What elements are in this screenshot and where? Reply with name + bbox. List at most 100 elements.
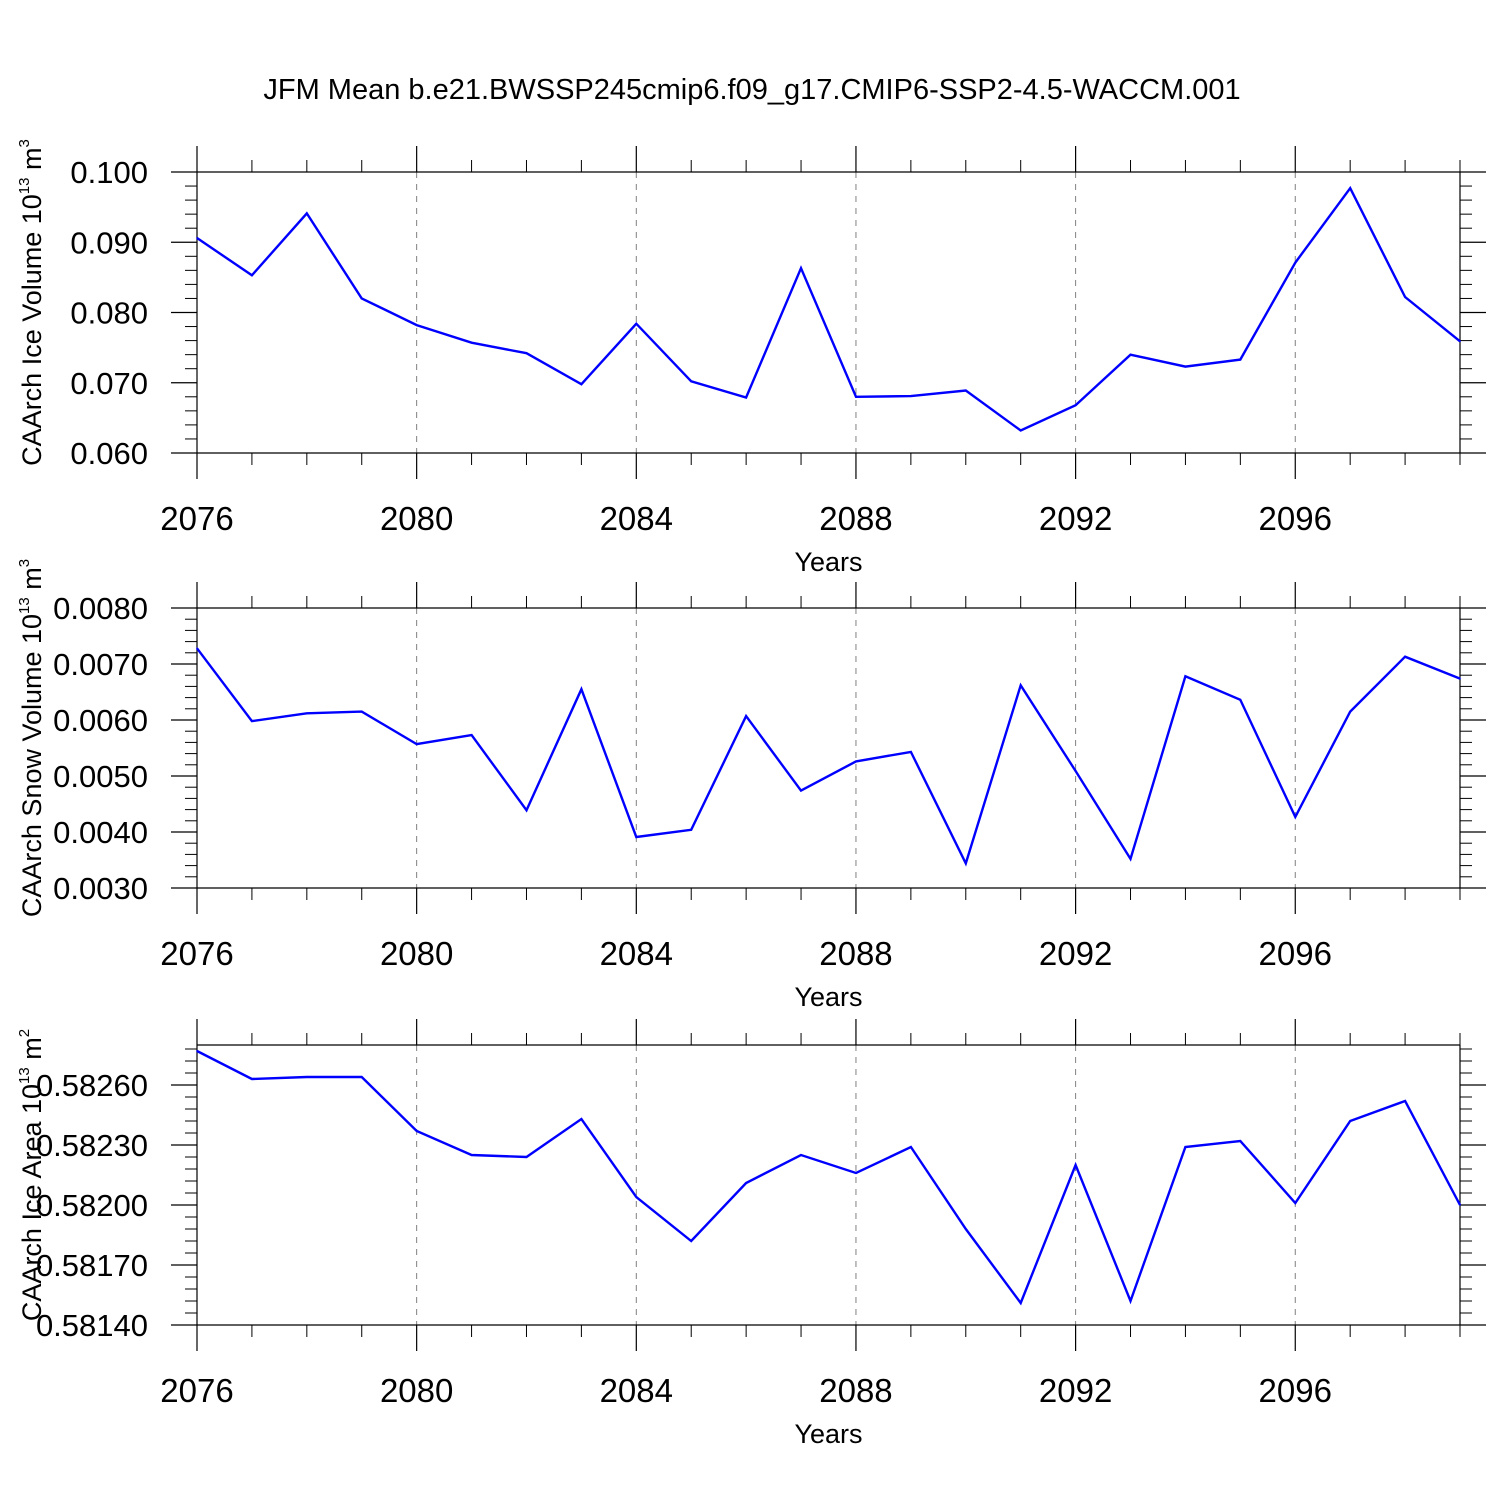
x-axis-label: Years xyxy=(794,982,862,1012)
x-axis-label: Years xyxy=(794,1419,862,1449)
data-point xyxy=(1294,816,1297,818)
data-point xyxy=(1184,1146,1187,1148)
data-point xyxy=(1404,1100,1406,1102)
x-tick-label: 2076 xyxy=(160,935,233,972)
y-tick-label: 0.58140 xyxy=(36,1308,148,1343)
y-axis-label: CAArch Ice Volume 1013 m3 xyxy=(16,139,47,466)
data-point xyxy=(1404,655,1406,658)
data-point xyxy=(1074,770,1077,772)
series-line xyxy=(196,647,1461,867)
y-tick-label: 0.0080 xyxy=(53,591,148,626)
data-point xyxy=(1349,1120,1351,1122)
data-point xyxy=(855,1172,857,1174)
data-point xyxy=(1019,429,1022,432)
data-point xyxy=(800,267,802,270)
data-point xyxy=(964,1228,967,1230)
panels: 2076 2080 2084 2088 2092 2096 0.060 0.070 0.080 0… xyxy=(16,139,1486,1449)
panel-2: 2076 2080 2084 2088 2092 2096 0.0030 0.0040 0.00… xyxy=(16,559,1486,1012)
y-tick-label: 0.58230 xyxy=(36,1128,148,1163)
data-point xyxy=(1129,353,1132,356)
data-point xyxy=(910,395,912,397)
data-point xyxy=(1239,1140,1242,1142)
x-tick-label: 2076 xyxy=(160,1372,233,1409)
x-tick-label: 2084 xyxy=(600,935,673,972)
y-tick-label: 0.100 xyxy=(70,155,148,190)
y-axis-label: CAArch Snow Volume 1013 m3 xyxy=(16,559,47,917)
data-point xyxy=(1129,1300,1132,1302)
y-tick-label: 0.080 xyxy=(70,296,148,331)
data-point xyxy=(1294,261,1297,264)
data-point xyxy=(470,1154,473,1156)
data-point xyxy=(1019,1302,1022,1304)
data-point xyxy=(306,212,308,215)
data-point xyxy=(196,1050,198,1052)
data-point xyxy=(1184,675,1187,678)
y-tick-label: 0.0050 xyxy=(53,759,148,794)
x-tick-label: 2084 xyxy=(600,1372,673,1409)
data-point xyxy=(1239,358,1242,361)
data-point xyxy=(1349,187,1351,189)
data-point xyxy=(306,1076,308,1078)
data-point xyxy=(470,341,473,344)
data-point xyxy=(800,789,802,792)
data-point xyxy=(855,396,857,398)
data-point xyxy=(251,1078,253,1080)
series-line xyxy=(196,1049,1462,1306)
data-point xyxy=(415,743,418,745)
x-tick-label: 2096 xyxy=(1259,500,1332,537)
data-point xyxy=(360,297,363,300)
y-tick-label: 0.0030 xyxy=(53,871,148,906)
y-tick-label: 0.0040 xyxy=(53,815,148,850)
x-tick-label: 2088 xyxy=(819,935,892,972)
data-point xyxy=(635,1196,638,1198)
y-axis-label: CAArch Ice Area 1013 m2 xyxy=(16,1029,47,1321)
data-point xyxy=(910,1146,912,1148)
x-tick-label: 2088 xyxy=(819,500,892,537)
data-point xyxy=(306,712,308,715)
y-tick-label: 0.0070 xyxy=(53,647,148,682)
data-point xyxy=(525,809,528,811)
data-point xyxy=(1294,1202,1297,1204)
x-tick-label: 2076 xyxy=(160,500,233,537)
data-point xyxy=(251,720,253,722)
data-point xyxy=(964,389,967,392)
data-point xyxy=(1404,296,1406,298)
data-point xyxy=(1349,710,1351,713)
data-point xyxy=(580,383,583,385)
data-point xyxy=(1074,1164,1077,1166)
data-point xyxy=(635,836,638,838)
panel-3: 2076 2080 2084 2088 2092 2096 0.58140 0.58170 0.… xyxy=(16,1019,1486,1449)
y-tick-label: 0.58170 xyxy=(36,1248,148,1283)
y-tick-label: 0.0060 xyxy=(53,703,148,738)
data-point xyxy=(800,1154,802,1156)
data-point xyxy=(360,710,363,713)
data-point xyxy=(1019,684,1022,687)
data-point xyxy=(415,324,418,326)
data-point xyxy=(580,1118,583,1120)
data-point xyxy=(1239,699,1242,701)
data-point xyxy=(1074,404,1077,407)
x-tick-label: 2096 xyxy=(1259,935,1332,972)
data-point xyxy=(745,715,747,717)
x-tick-label: 2092 xyxy=(1039,500,1112,537)
data-point xyxy=(690,1240,693,1242)
x-tick-label: 2084 xyxy=(600,500,673,537)
data-point xyxy=(525,1156,528,1158)
data-point xyxy=(910,751,912,753)
data-point xyxy=(470,734,473,736)
data-point xyxy=(855,760,857,763)
data-point xyxy=(580,688,583,690)
data-point xyxy=(1459,340,1461,343)
data-point xyxy=(415,1130,418,1132)
data-point xyxy=(1184,365,1187,368)
chart-title: JFM Mean b.e21.BWSSP245cmip6.f09_g17.CMI… xyxy=(263,74,1240,106)
series-line xyxy=(196,185,1461,432)
y-tick-label: 0.58260 xyxy=(36,1068,148,1103)
x-tick-label: 2080 xyxy=(380,935,453,972)
x-tick-label: 2096 xyxy=(1259,1372,1332,1409)
panel-1: 2076 2080 2084 2088 2092 2096 0.060 0.070 0.080 0… xyxy=(16,139,1486,577)
x-tick-label: 2088 xyxy=(819,1372,892,1409)
x-tick-label: 2080 xyxy=(380,500,453,537)
x-axis-label: Years xyxy=(794,547,862,577)
